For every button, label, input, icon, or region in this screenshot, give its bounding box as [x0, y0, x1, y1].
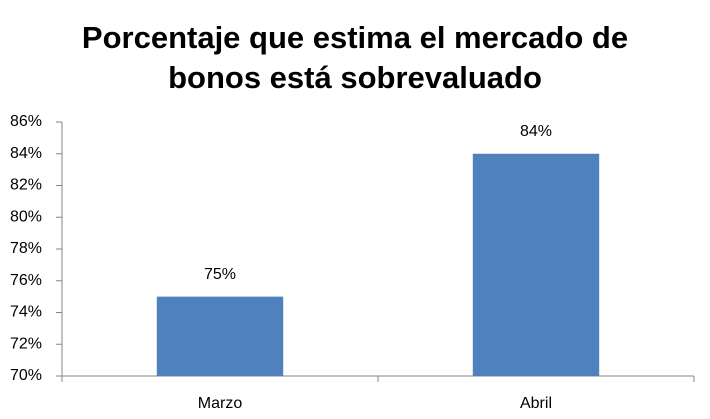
y-tick-label: 80% [10, 208, 42, 225]
x-tick-label: Marzo [198, 395, 243, 412]
value-label: 84% [520, 123, 552, 140]
y-tick-label: 82% [10, 177, 42, 194]
value-label: 75% [204, 266, 236, 283]
y-tick-label: 76% [10, 272, 42, 289]
chart-title: Porcentaje que estima el mercado de [82, 20, 628, 55]
y-tick-label: 86% [10, 113, 42, 130]
y-tick-label: 78% [10, 240, 42, 257]
y-tick-label: 84% [10, 145, 42, 162]
bar [472, 153, 600, 376]
x-tick-label: Abril [520, 395, 552, 412]
y-tick-label: 72% [10, 335, 42, 352]
chart-title: bonos está sobrevaluado [168, 60, 542, 95]
y-tick-label: 70% [10, 367, 42, 384]
bar [156, 296, 284, 376]
y-tick-label: 74% [10, 304, 42, 321]
